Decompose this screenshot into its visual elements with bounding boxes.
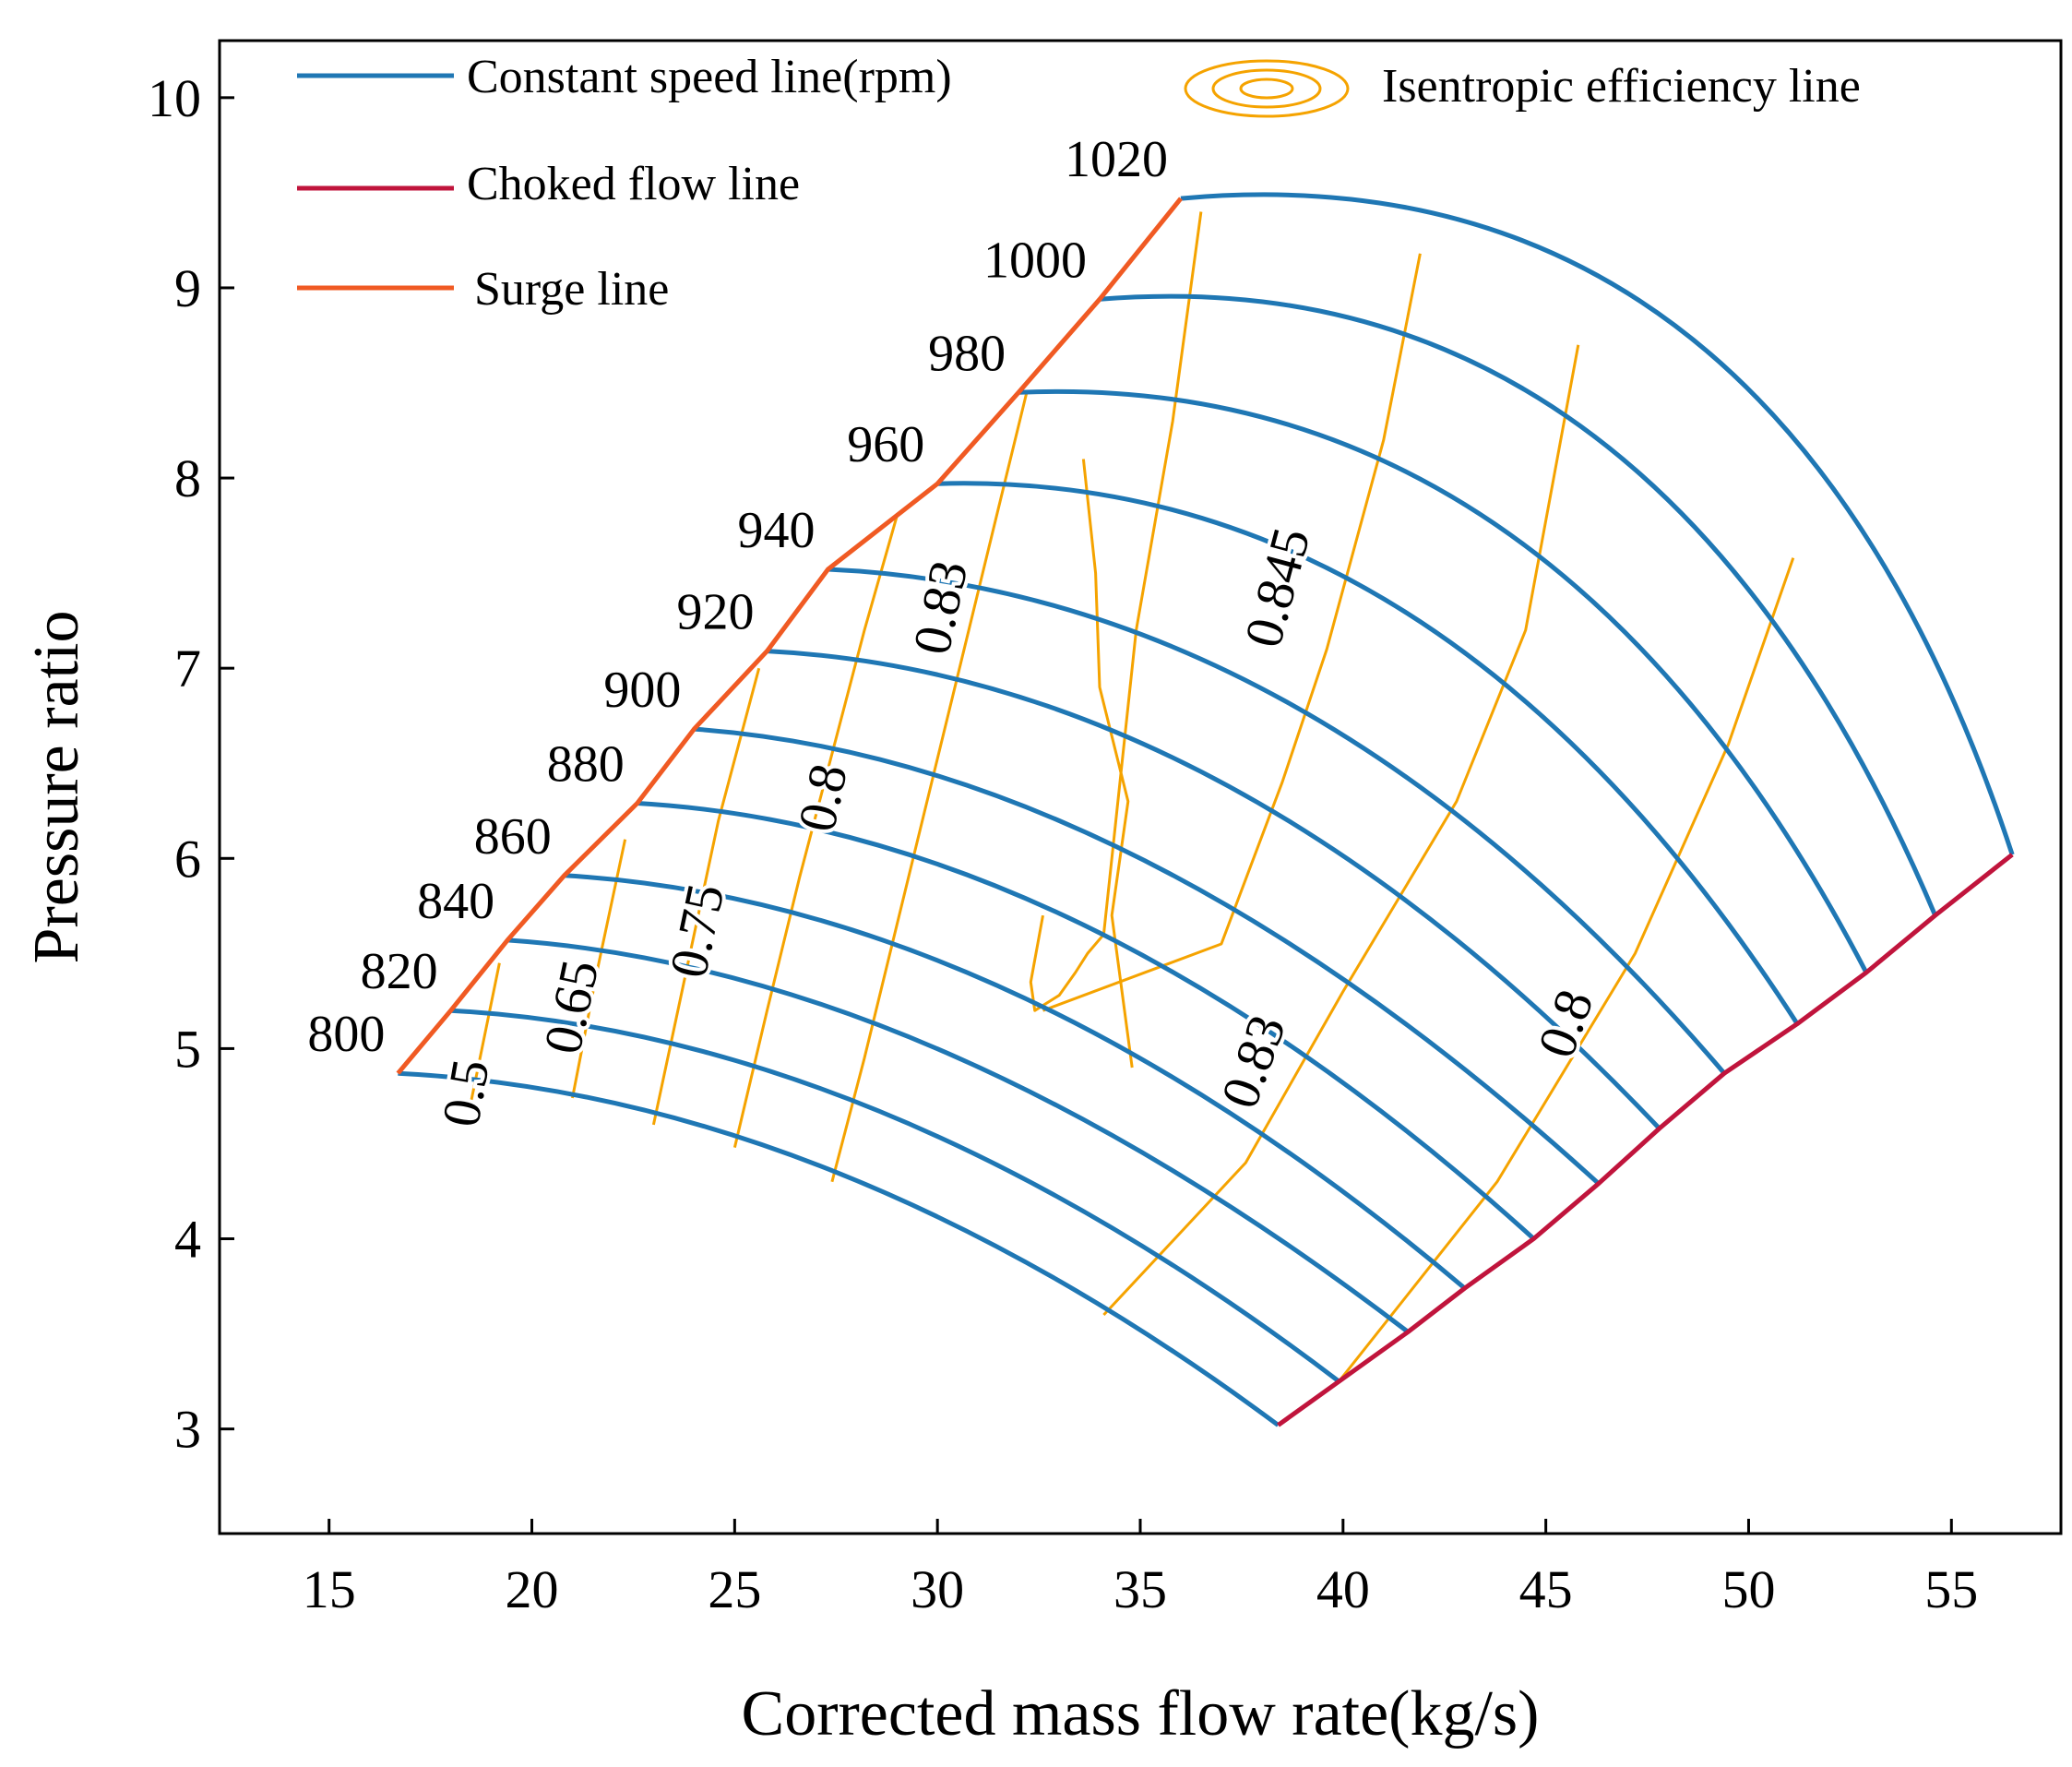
speed-label-980: 980	[928, 325, 1006, 382]
speed-label-1020: 1020	[1065, 131, 1168, 188]
legend-swatch-efficiency	[1184, 59, 1350, 118]
y-tick-label: 8	[174, 448, 201, 508]
speed-line-800	[398, 1070, 1280, 1427]
y-tick-label: 9	[174, 258, 201, 318]
speed-line-860	[564, 873, 1467, 1291]
x-tick-label: 15	[303, 1559, 356, 1619]
speed-label-920: 920	[677, 584, 755, 641]
efficiency-line-0_75	[651, 667, 761, 1126]
speed-line-960	[937, 481, 1800, 1025]
y-tick-label: 10	[148, 68, 201, 128]
x-tick-label: 30	[911, 1559, 964, 1619]
y-tick-label: 4	[174, 1210, 201, 1270]
speed-label-840: 840	[417, 873, 494, 930]
speed-line-940	[828, 567, 1727, 1075]
x-tick-label: 25	[708, 1559, 761, 1619]
speed-line-880	[637, 801, 1536, 1241]
legend: Constant speed line(rpm) Choked flow line…	[297, 51, 1861, 316]
legend-label-surge: Surge line	[474, 263, 669, 316]
y-tick-label: 7	[174, 639, 201, 698]
x-tick-label: 55	[1924, 1559, 1978, 1619]
speed-label-900: 900	[603, 662, 681, 719]
surge-line	[396, 197, 1183, 1075]
efficiency-line-0_845	[1042, 253, 1422, 1012]
legend-label-choke: Choked flow line	[467, 158, 800, 210]
x-tick-label: 50	[1721, 1559, 1775, 1619]
y-tick-label: 6	[174, 829, 201, 889]
efficiency-line-0_65	[571, 839, 627, 1099]
speed-line-900	[694, 726, 1601, 1186]
efficiency-line-0_83	[830, 391, 1029, 1183]
speed-line-840	[506, 937, 1410, 1334]
choke-line	[1277, 853, 2014, 1427]
speed-label-960: 960	[847, 416, 924, 473]
efficiency-line-0_8	[732, 515, 899, 1148]
x-tick-label: 20	[506, 1559, 559, 1619]
x-tick-label: 35	[1113, 1559, 1167, 1619]
speed-label-800: 800	[307, 1006, 385, 1063]
x-axis-title: Corrected mass flow rate(kg/s)	[742, 1678, 1540, 1749]
speed-line-1000	[1099, 293, 1938, 917]
y-axis-title: Pressure ratio	[21, 611, 92, 964]
efficiency-line-0_845	[1029, 211, 1203, 1012]
speed-line-820	[450, 1008, 1340, 1384]
speed-label-820: 820	[361, 943, 438, 1000]
efficiency-line-0_8	[1338, 557, 1795, 1383]
y-tick-label: 3	[174, 1400, 201, 1460]
speed-label-880: 880	[547, 736, 625, 794]
speed-line-920	[767, 649, 1661, 1130]
speed-line-980	[1018, 388, 1869, 974]
legend-label-efficiency: Isentropic efficiency line	[1382, 60, 1861, 113]
speed-label-940: 940	[738, 502, 816, 559]
x-tick-label: 45	[1519, 1559, 1573, 1619]
speed-label-1000: 1000	[983, 232, 1087, 289]
speed-line-1020	[1180, 192, 2015, 855]
efficiency-label-0_5: 0.5	[430, 1055, 501, 1131]
y-tick-label: 5	[174, 1019, 201, 1079]
x-tick-label: 40	[1316, 1559, 1370, 1619]
speed-label-860: 860	[474, 808, 552, 866]
legend-label-speed: Constant speed line(rpm)	[467, 51, 952, 103]
